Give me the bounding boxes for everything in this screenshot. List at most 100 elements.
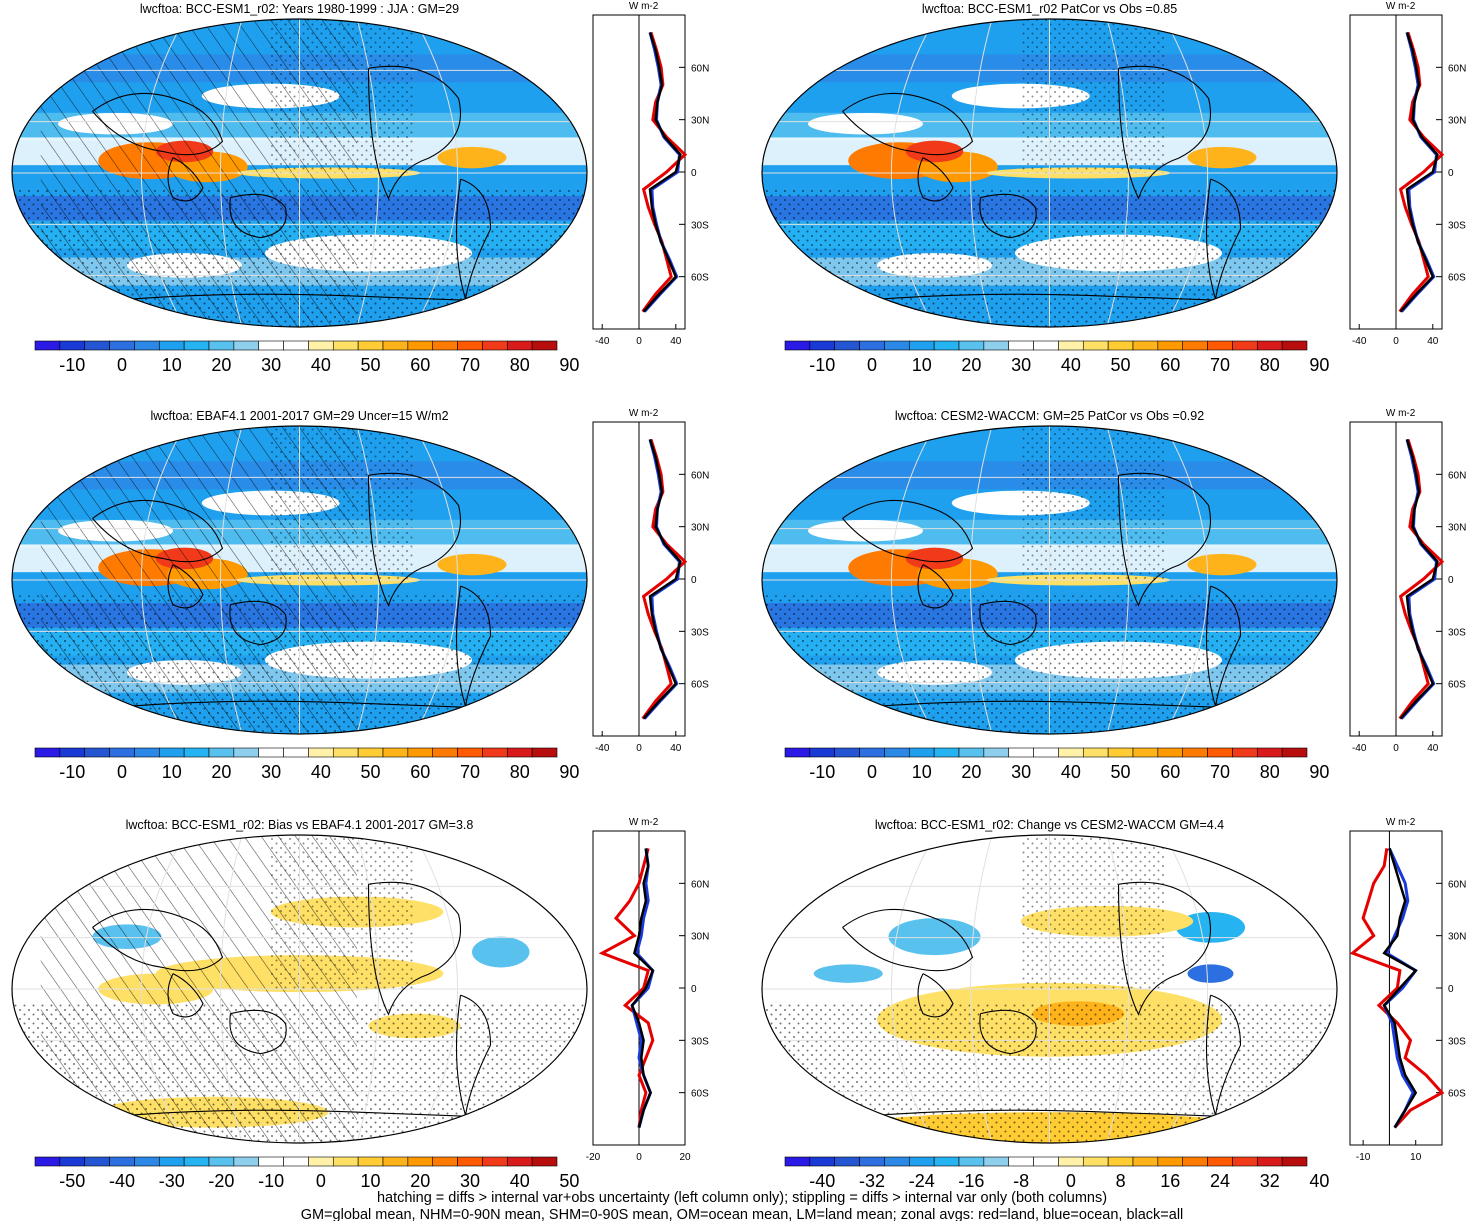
colorbar-label: 40: [1061, 355, 1081, 375]
colorbar-label: 50: [361, 355, 381, 375]
zonal-line-all: [1399, 439, 1439, 720]
x-tick-label: 0: [636, 336, 642, 347]
colorbar-label: 50: [361, 762, 381, 782]
map-gridline: [140, 19, 185, 327]
colorbar-swatch: [1281, 1156, 1308, 1167]
map-feature: [808, 519, 923, 542]
colorbar-swatch: [1107, 1156, 1134, 1167]
colorbar-swatch: [1132, 340, 1159, 351]
colorbar-swatch: [432, 747, 458, 758]
zonal-mean-plot-2: W m-2 60N 30N 0 30S 60S -40 0 40: [1349, 1, 1466, 347]
map-border: [761, 425, 1338, 735]
coastline: [1205, 994, 1242, 1116]
colorbar-swatch: [158, 747, 185, 758]
map-gridline: [969, 19, 993, 327]
map-gridline: [1106, 426, 1130, 734]
map-gridline: [1106, 835, 1130, 1143]
x-tick-label: -10: [1356, 1152, 1371, 1163]
lat-tick-label: 0: [691, 575, 697, 586]
colorbar-label: 80: [1260, 762, 1280, 782]
colorbar-label: 70: [1210, 355, 1230, 375]
x-tick-label: -40: [1352, 336, 1367, 347]
panel-title-6: lwcftoa: BCC-ESM1_r02: Change vs CESM2-W…: [875, 818, 1224, 832]
coastline: [455, 585, 492, 707]
colorbar-swatch: [482, 340, 508, 351]
colorbar-swatch: [834, 1156, 860, 1167]
lat-tick-label: 30N: [1448, 932, 1466, 943]
colorbar-label: 10: [912, 762, 932, 782]
colorbar-swatch: [258, 1156, 284, 1167]
colorbar-swatch: [1082, 747, 1109, 758]
colorbar-swatch: [34, 340, 61, 351]
map-gridline: [969, 835, 993, 1143]
colorbar-swatch: [308, 340, 334, 351]
colorbar-swatch: [859, 340, 885, 351]
colorbar-swatch: [1082, 1156, 1109, 1167]
coastline: [367, 65, 462, 200]
colorbar-label: -32: [859, 1171, 885, 1191]
colorbar-swatch: [958, 1156, 985, 1167]
map-border: [11, 425, 588, 735]
zonal-unit-label: W m-2: [629, 1, 659, 12]
map-feature: [1187, 553, 1257, 576]
colorbar-swatch: [158, 1156, 185, 1167]
x-tick-label: -40: [595, 336, 610, 347]
colorbar-label: 32: [1260, 1171, 1280, 1191]
colorbar-swatch: [834, 340, 860, 351]
colorbar-label: 80: [510, 355, 530, 375]
zonal-unit-label: W m-2: [629, 408, 659, 419]
colorbar-label: 70: [460, 355, 480, 375]
footer-line2: GM=global mean, NHM=0-90N mean, SHM=0-90…: [301, 1207, 1184, 1221]
colorbar-label: -50: [59, 1171, 85, 1191]
coastline: [979, 193, 1037, 239]
colorbar-label: 70: [1210, 762, 1230, 782]
colorbar-label: -30: [159, 1171, 185, 1191]
colorbar-swatch: [84, 1156, 110, 1167]
map-border: [11, 18, 588, 328]
coastline: [842, 499, 974, 563]
colorbar-swatch: [809, 747, 836, 758]
colorbar-swatch: [457, 340, 483, 351]
panel-title-3: lwcftoa: EBAF4.1 2001-2017 GM=29 Uncer=1…: [150, 409, 448, 423]
lat-tick-label: 30N: [691, 116, 709, 127]
colorbar-swatch: [1033, 1156, 1059, 1167]
colorbar-label: -10: [59, 355, 85, 375]
coastline: [917, 157, 954, 202]
colorbar-swatch: [109, 340, 135, 351]
map-gridline: [219, 426, 243, 734]
lat-tick-label: 0: [691, 984, 697, 995]
colorbar-swatch: [84, 747, 110, 758]
colorbar-swatch: [506, 340, 533, 351]
colorbar-swatch: [134, 340, 160, 351]
colorbar-swatch: [283, 1156, 309, 1167]
colorbar-swatch: [809, 1156, 836, 1167]
colorbar-swatch: [784, 340, 811, 351]
colorbar-label: 90: [559, 762, 579, 782]
colorbar-swatch: [183, 747, 210, 758]
colorbar-swatch: [407, 747, 434, 758]
colorbar-swatch: [482, 1156, 508, 1167]
colorbar-swatch: [34, 747, 61, 758]
map-panel-2: [761, 18, 1338, 328]
map-gridline: [1164, 19, 1209, 327]
colorbar-label: 20: [410, 1171, 430, 1191]
map-stippling: [1020, 835, 1165, 989]
coastline: [979, 1009, 1037, 1055]
colorbar-2: -10 0 10 20 30 40 50 60 70 80 90: [784, 340, 1329, 375]
x-tick-label: 0: [636, 1152, 642, 1163]
lat-tick-label: 0: [1448, 575, 1454, 586]
zonal-line-all: [630, 848, 655, 1128]
x-tick-label: -40: [1352, 743, 1367, 754]
map-feature: [905, 547, 964, 570]
colorbar-swatch: [109, 1156, 135, 1167]
colorbar-swatch: [784, 1156, 811, 1167]
colorbar-swatch: [283, 340, 309, 351]
colorbar-swatch: [933, 1156, 960, 1167]
map-feature: [905, 140, 964, 163]
map-feature: [813, 964, 883, 983]
map-border: [11, 834, 588, 1144]
x-tick-label: 40: [670, 336, 682, 347]
lat-tick-label: 30S: [1448, 1036, 1466, 1047]
colorbar-label: -10: [258, 1171, 284, 1191]
colorbar-label: 16: [1160, 1171, 1180, 1191]
